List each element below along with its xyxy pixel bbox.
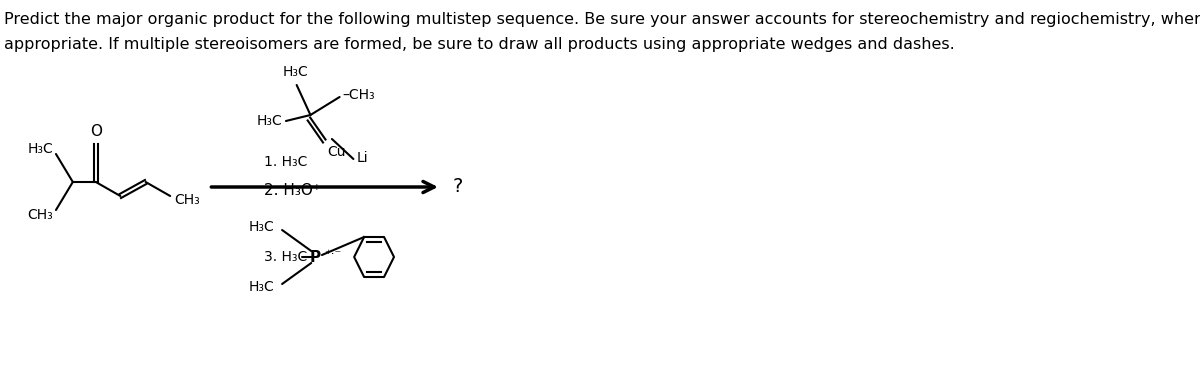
Text: H₃C: H₃C: [248, 280, 275, 294]
Text: H₃C: H₃C: [28, 142, 53, 156]
Text: Predict the major organic product for the following multistep sequence. Be sure : Predict the major organic product for th…: [4, 12, 1200, 27]
Text: 3. H₃C–: 3. H₃C–: [264, 250, 314, 264]
Text: –CH₃: –CH₃: [343, 88, 376, 102]
Text: O: O: [90, 124, 102, 139]
Text: 2. H₃O⁺: 2. H₃O⁺: [264, 184, 322, 199]
Text: H₃C: H₃C: [248, 220, 275, 234]
Text: Li: Li: [356, 151, 368, 165]
Text: ⁺·⁻: ⁺·⁻: [324, 248, 342, 262]
Text: H₃C: H₃C: [282, 65, 308, 79]
Text: 1. H₃C: 1. H₃C: [264, 155, 308, 169]
Text: P: P: [310, 250, 320, 265]
Text: ?: ?: [452, 178, 463, 196]
Text: Cu: Cu: [328, 145, 346, 159]
Text: CH₃: CH₃: [174, 193, 199, 207]
Text: appropriate. If multiple stereoisomers are formed, be sure to draw all products : appropriate. If multiple stereoisomers a…: [4, 37, 954, 52]
Text: H₃C: H₃C: [257, 114, 282, 128]
Text: CH₃: CH₃: [28, 208, 53, 222]
